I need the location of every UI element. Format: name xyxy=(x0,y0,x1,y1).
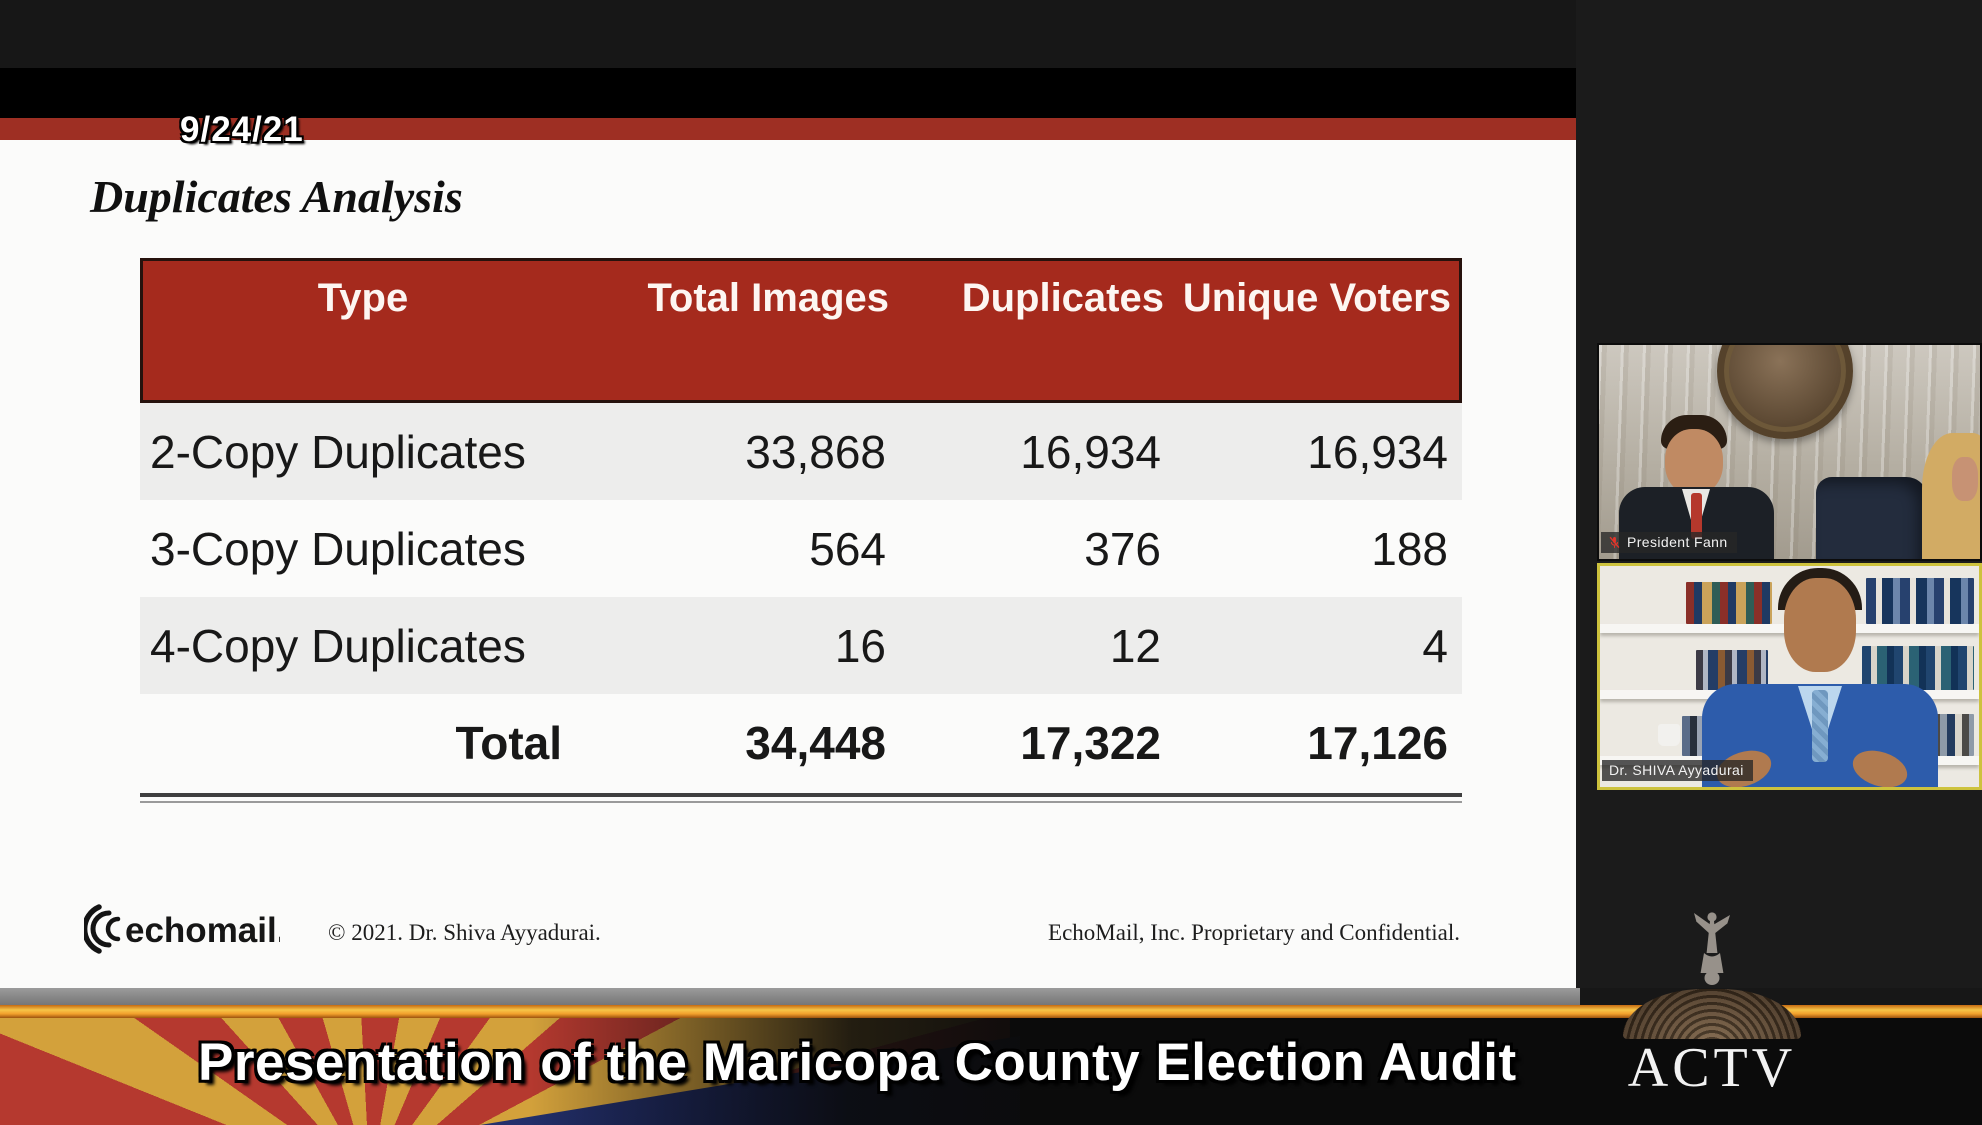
cell-total-images: 16 xyxy=(834,619,886,672)
cell-unique-voters: 4 xyxy=(1422,619,1448,672)
capitol-dome-icon xyxy=(1623,989,1801,1039)
plant-pot xyxy=(1658,724,1680,746)
banner-orange-stripe xyxy=(0,1005,1982,1018)
table-row: 2-Copy Duplicates 33,868 16,934 16,934 xyxy=(140,403,1462,500)
row-label: 2-Copy Duplicates xyxy=(150,425,526,478)
date-label: 9/24/21 xyxy=(180,110,304,149)
lower-third-banner: Presentation of the Maricopa County Elec… xyxy=(0,1018,1982,1125)
total-images-value: 34,448 xyxy=(745,716,886,769)
actv-wordmark: ACTV xyxy=(1627,1037,1797,1099)
row-label: 3-Copy Duplicates xyxy=(150,522,526,575)
muted-mic-icon xyxy=(1608,536,1621,549)
cell-unique-voters: 188 xyxy=(1371,522,1448,575)
video-thumb-dr-shiva: Dr. SHIVA Ayyadurai xyxy=(1597,563,1982,790)
video-thumb-president-fann: President Fann xyxy=(1597,343,1982,561)
header-cell-total-images: Total Images xyxy=(647,276,889,320)
banner-title: Presentation of the Maricopa County Elec… xyxy=(198,1033,1517,1092)
cell-duplicates: 16,934 xyxy=(1020,425,1161,478)
cell-duplicates: 12 xyxy=(1109,619,1161,672)
header-cell-type: Type xyxy=(317,276,409,320)
table-total-row: Total 34,448 17,322 17,126 xyxy=(140,694,1462,791)
header-cell-unique-voters: Unique Voters xyxy=(1182,276,1451,320)
table-row: 4-Copy Duplicates 16 12 4 xyxy=(140,597,1462,694)
cell-unique-voters: 16,934 xyxy=(1307,425,1448,478)
duplicates-table: Type Total Images Duplicates Unique Vote… xyxy=(140,258,1462,803)
cell-total-images: 564 xyxy=(809,522,886,575)
cell-total-images: 33,868 xyxy=(745,425,886,478)
actv-logo: ACTV xyxy=(1612,908,1812,1097)
participant-label: President Fann xyxy=(1601,532,1737,553)
header-cell-duplicates: Duplicates xyxy=(961,276,1164,320)
confidential-text: EchoMail, Inc. Proprietary and Confident… xyxy=(1048,920,1460,945)
office-chair xyxy=(1816,477,1928,559)
table-double-rule xyxy=(140,793,1462,803)
participant-name: Dr. SHIVA Ayyadurai xyxy=(1609,762,1744,778)
slide-letterbox-bar xyxy=(0,68,1576,118)
copyright-text: © 2021. Dr. Shiva Ayyadurai. xyxy=(328,920,601,945)
total-label: Total xyxy=(455,716,562,769)
total-duplicates-value: 17,322 xyxy=(1020,716,1161,769)
slide-red-accent-bar xyxy=(0,118,1576,140)
victory-statue-icon xyxy=(1612,908,1812,993)
echomail-logo: echomail. xyxy=(81,900,286,963)
participant-label: Dr. SHIVA Ayyadurai xyxy=(1602,760,1753,781)
cell-duplicates: 376 xyxy=(1084,522,1161,575)
participant-name: President Fann xyxy=(1627,534,1728,550)
banner-gray-strip xyxy=(0,988,1580,1005)
table-header-row: Type Total Images Duplicates Unique Vote… xyxy=(140,258,1462,403)
video-panel: President Fann Dr. SHIVA Ayyadurai xyxy=(1576,0,1982,988)
echomail-wordmark: echomail. xyxy=(125,911,280,950)
row-label: 4-Copy Duplicates xyxy=(150,619,526,672)
slide-title: Duplicates Analysis xyxy=(90,171,463,222)
presentation-slide: 9/24/21 Duplicates Analysis Type Total I… xyxy=(0,68,1576,988)
table-row: 3-Copy Duplicates 564 376 188 xyxy=(140,500,1462,597)
total-unique-voters-value: 17,126 xyxy=(1307,716,1448,769)
banner-fade xyxy=(0,1018,1150,1125)
